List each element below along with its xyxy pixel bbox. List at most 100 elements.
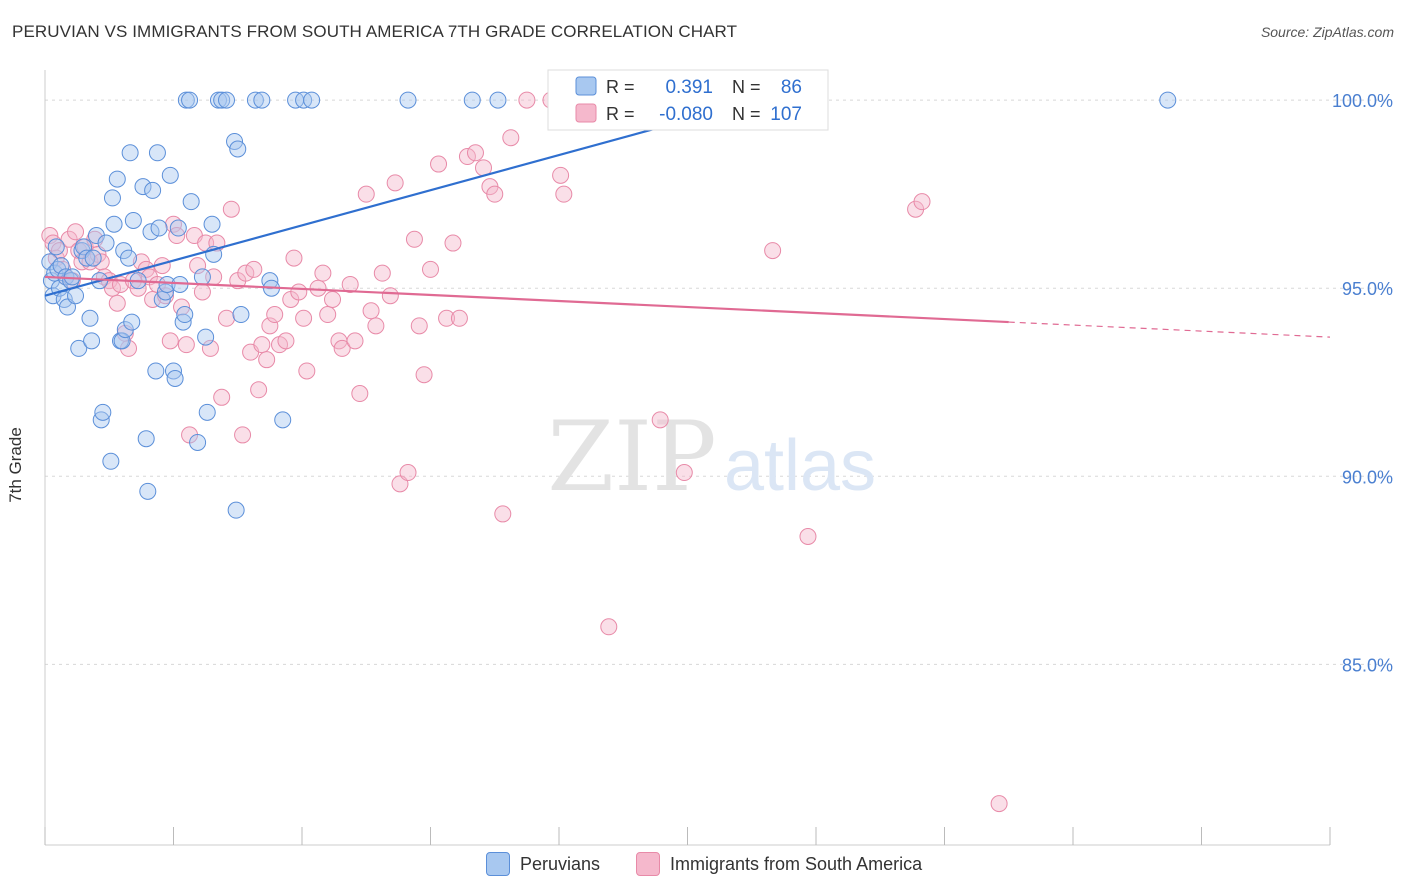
data-point-peruvians: [108, 170, 126, 188]
stats-r-label-2: R =: [606, 104, 635, 124]
data-point-immigrants: [362, 302, 380, 320]
stats-n-value-2: 107: [770, 104, 802, 125]
data-point-peruvians: [161, 166, 179, 184]
legend-label-immigrants: Immigrants from South America: [670, 853, 923, 874]
data-point-immigrants: [258, 351, 276, 369]
y-axis-label: 7th Grade: [6, 427, 25, 503]
data-point-peruvians: [182, 193, 200, 211]
legend: Peruvians Immigrants from South America: [0, 850, 1406, 878]
data-point-peruvians: [176, 306, 194, 324]
data-point-peruvians: [78, 249, 96, 267]
data-point-peruvians: [121, 144, 139, 162]
data-point-immigrants: [67, 223, 85, 241]
data-point-peruvians: [246, 91, 264, 109]
data-point-peruvians: [102, 452, 120, 470]
data-point-immigrants: [201, 339, 219, 357]
trend-line-immigrants: [44, 275, 1009, 324]
data-point-peruvians: [150, 219, 168, 237]
data-point-immigrants: [405, 230, 423, 248]
data-point-immigrants: [346, 332, 364, 350]
legend-swatch-immigrants: [636, 852, 660, 876]
data-point-immigrants: [253, 336, 271, 354]
legend-item-immigrants[interactable]: Immigrants from South America: [636, 852, 922, 876]
y-tick-label: 85.0%: [1342, 655, 1393, 675]
data-point-peruvians: [139, 482, 157, 500]
data-point-immigrants: [295, 309, 313, 327]
data-point-peruvians: [198, 403, 216, 421]
chart-title: PERUVIAN VS IMMIGRANTS FROM SOUTH AMERIC…: [12, 22, 738, 41]
legend-label-peruvians: Peruvians: [520, 853, 601, 874]
data-point-immigrants: [450, 309, 468, 327]
trend-line-peruvians: [44, 99, 761, 297]
data-point-immigrants: [552, 166, 570, 184]
legend-swatch-peruvians: [486, 852, 510, 876]
data-point-immigrants: [675, 464, 693, 482]
data-point-immigrants: [990, 795, 1008, 813]
data-point-peruvians: [158, 275, 176, 293]
data-point-peruvians: [52, 257, 70, 275]
data-point-immigrants: [373, 264, 391, 282]
watermark-atlas: atlas: [724, 426, 876, 506]
data-point-immigrants: [651, 411, 669, 429]
data-point-immigrants: [213, 388, 231, 406]
data-point-immigrants: [277, 332, 295, 350]
stats-n-label-2: N =: [732, 104, 761, 124]
watermark-zip: ZIP: [547, 401, 716, 513]
y-tick-label: 90.0%: [1342, 467, 1393, 487]
data-point-peruvians: [113, 332, 131, 350]
data-point-immigrants: [177, 336, 195, 354]
data-point-immigrants: [486, 185, 504, 203]
data-point-peruvians: [189, 433, 207, 451]
data-point-immigrants: [600, 618, 618, 636]
data-point-immigrants: [466, 144, 484, 162]
data-point-peruvians: [227, 501, 245, 519]
trend-lines: [44, 99, 1331, 338]
y-tick-label: 95.0%: [1342, 279, 1393, 299]
data-point-immigrants: [494, 505, 512, 523]
data-point-peruvians: [70, 339, 88, 357]
stats-r-label-1: R =: [606, 77, 635, 97]
data-point-immigrants: [415, 366, 433, 384]
series-immigrants-points: [41, 91, 1008, 813]
data-point-immigrants: [341, 275, 359, 293]
trend-line-immigrants-extension: [1008, 321, 1331, 338]
data-point-immigrants: [502, 129, 520, 147]
data-point-immigrants: [237, 264, 255, 282]
data-point-peruvians: [181, 91, 199, 109]
data-point-peruvians: [137, 430, 155, 448]
data-point-immigrants: [324, 290, 342, 308]
data-point-peruvians: [197, 328, 215, 346]
data-point-peruvians: [229, 140, 247, 158]
data-point-immigrants: [250, 381, 268, 399]
data-point-immigrants: [386, 174, 404, 192]
data-point-immigrants: [422, 260, 439, 278]
data-point-peruvians: [81, 309, 99, 327]
data-point-peruvians: [84, 249, 102, 267]
data-point-immigrants: [261, 317, 279, 335]
data-point-peruvians: [169, 219, 187, 237]
data-point-peruvians: [94, 403, 112, 421]
gridlines: [45, 99, 1390, 665]
data-point-immigrants: [319, 306, 337, 324]
data-point-immigrants: [108, 294, 126, 312]
stats-box: R = 0.391 N = 86 R = -0.080 N = 107: [547, 69, 829, 131]
data-point-peruvians: [142, 223, 160, 241]
data-point-immigrants: [285, 249, 303, 267]
data-point-peruvians: [148, 144, 166, 162]
data-point-immigrants: [218, 309, 236, 327]
data-point-immigrants: [438, 309, 456, 327]
legend-item-peruvians[interactable]: Peruvians: [486, 852, 600, 876]
scatter-chart: ZIP atlas 85.0%90.0%95.0%100.0%0.0%80.0%…: [41, 69, 1393, 846]
data-point-immigrants: [266, 306, 284, 324]
data-point-peruvians: [232, 306, 250, 324]
y-tick-label: 100.0%: [1332, 91, 1393, 111]
data-point-immigrants: [234, 426, 252, 444]
data-point-immigrants: [913, 193, 931, 211]
data-point-peruvians: [147, 362, 165, 380]
axes: [44, 70, 1331, 846]
data-point-peruvians: [253, 91, 271, 109]
stats-n-value-1: 86: [781, 77, 802, 98]
data-point-immigrants: [444, 234, 462, 252]
data-point-peruvians: [303, 91, 321, 109]
data-point-immigrants: [399, 464, 417, 482]
